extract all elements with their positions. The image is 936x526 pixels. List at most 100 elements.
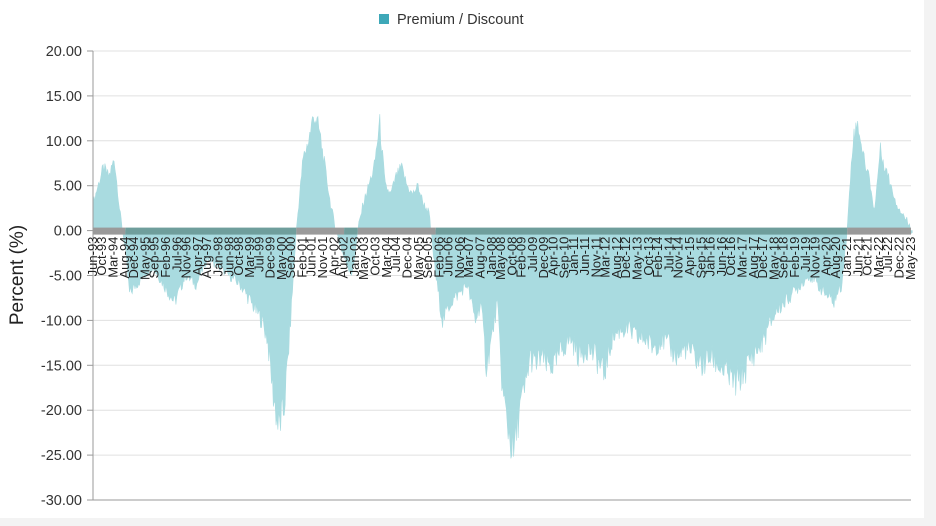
y-axis-ticks: 20.00 15.00 10.00 5.00 0.00 -5.00 -10.00 -15.00… [41,44,93,509]
x-tick-label: Nov-19 [807,237,822,279]
x-tick-label: Dec-99 [263,237,278,279]
x-tick-label: Sep-18 [775,237,790,279]
x-tick-label: May-13 [630,237,645,280]
x-tick-label: Feb-14 [650,237,665,278]
x-tick-label: Nov-01 [315,237,330,279]
x-tick-label: Aug-20 [828,237,843,279]
x-tick-label: May-00 [274,237,289,280]
legend-marker [379,14,389,24]
x-tick-label: Jan-08 [484,237,499,277]
x-tick-label: Jun-93 [85,237,100,277]
zero-band-segment [357,227,436,235]
x-tick-label: Oct-03 [368,237,383,276]
x-tick-label: Sep-00 [283,237,298,279]
x-tick-label: Apr-02 [327,237,342,276]
x-tick-label: Aug-07 [472,237,487,279]
zero-band-segment [296,227,345,235]
x-tick-label: Aug-02 [336,237,351,279]
x-tick-label: Feb-09 [513,237,528,278]
x-tick-label: Jan-03 [347,237,362,277]
x-tick-label: May-18 [766,237,781,280]
x-tick-label: Jul-96 [169,237,184,272]
x-tick-label: Jul-19 [798,237,813,272]
x-tick-label: Oct-08 [504,237,519,276]
x-tick-label: May-05 [411,237,426,280]
x-tick-label: Dec-04 [399,237,414,279]
y-tick-label: 15.00 [46,89,82,105]
x-tick-label: Jun-06 [440,237,455,277]
x-tick-label: May-03 [356,237,371,280]
x-tick-label: Aug-94 [117,237,132,279]
y-tick-label: 5.00 [54,179,82,195]
x-tick-label: Mar-07 [461,237,476,278]
x-tick-label: Feb-01 [295,237,310,278]
x-tick-label: Nov-11 [589,237,604,278]
x-tick-label: Nov-14 [671,237,686,279]
zero-band-segment [93,227,126,235]
x-tick-label: Apr-10 [545,237,560,276]
x-tick-label: May-23 [903,237,918,280]
y-tick-label: -5.00 [49,269,82,285]
series-area-premium-discount [92,114,913,459]
x-tick-label: Apr-20 [819,237,834,276]
x-tick-label: Apr-97 [190,237,205,276]
x-tick-label: Mar-94 [106,237,121,278]
x-tick-label: Jan-98 [210,237,225,277]
x-tick-label: Mar-12 [598,237,613,278]
zero-band-segment [847,227,911,235]
x-tick-label: Dec-12 [618,237,633,279]
x-tick-label: Jan-11 [566,237,581,276]
x-tick-label: Dec-22 [892,237,907,279]
axes [92,51,911,501]
x-tick-label: Jul-99 [251,237,266,272]
series-area-layer [92,114,913,459]
x-tick-label: Feb-06 [431,237,446,278]
y-tick-label: -10.00 [41,313,82,329]
x-tick-label: Feb-96 [158,237,173,278]
x-tick-label: Apr-15 [682,237,697,276]
x-tick-label: Mar-04 [379,237,394,278]
x-tick-label: Nov-06 [452,237,467,279]
legend[interactable]: Premium / Discount [379,12,524,28]
x-tick-label: Jun-16 [714,237,729,277]
x-tick-label: Jul-04 [388,237,403,272]
x-tick-label: Jan-16 [702,237,717,277]
x-tick-label: May-08 [493,237,508,280]
x-tick-label: Aug-97 [199,237,214,279]
y-axis-label: Percent (%) [7,225,28,325]
x-tick-label: Oct-93 [94,237,109,276]
x-tick-label: Jul-22 [880,237,895,272]
x-tick-label: Mar-99 [242,237,257,278]
bottom-edge-strip [0,518,936,526]
x-tick-label: Oct-16 [723,237,738,276]
y-tick-label: -15.00 [41,358,82,374]
x-tick-label: Dec-94 [126,237,141,279]
right-edge-strip [924,0,936,526]
legend-label: Premium / Discount [397,12,524,28]
x-tick-label: Oct-98 [231,237,246,276]
x-tick-label: Feb-19 [787,237,802,278]
zero-band-segment [125,227,297,235]
x-tick-label: Jun-01 [304,237,319,277]
x-tick-label: Dec-09 [536,237,551,279]
x-tick-label: Jul-14 [661,237,676,272]
y-tick-label: 10.00 [46,134,82,150]
x-tick-label: Sep-15 [693,237,708,279]
x-tick-label: Jun-98 [222,237,237,277]
zero-band-segment [435,227,848,235]
x-tick-label: Oct-21 [860,237,875,276]
x-tick-label: Aug-12 [609,237,624,279]
x-tick-label: Aug-17 [746,237,761,279]
x-tick-label: Dec-17 [755,237,770,279]
y-tick-label: -25.00 [41,448,82,464]
zero-band-segment [344,227,358,235]
x-tick-label: May-95 [137,237,152,280]
x-tick-label: Jun-21 [851,237,866,277]
x-tick-label: Jul-09 [525,237,540,272]
y-tick-label: 0.00 [54,224,82,240]
y-tick-label: 20.00 [46,44,82,60]
x-tick-label: Nov-96 [178,237,193,279]
x-tick-label: Jun-11 [577,237,592,276]
